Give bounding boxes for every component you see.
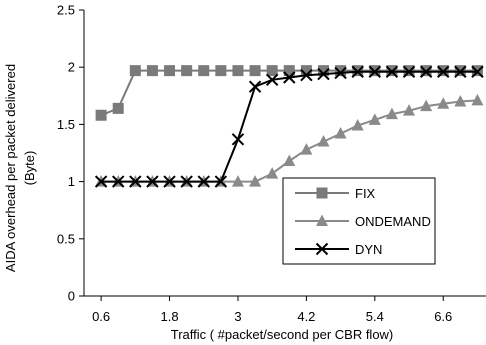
series-fix-point	[130, 65, 141, 76]
series-fix-point	[335, 65, 346, 76]
x-tick-label: 3	[234, 309, 241, 324]
legend: FIX ONDEMAND DYN	[283, 178, 435, 264]
x-tick-label: 4.2	[297, 309, 315, 324]
x-tick-label: 0.6	[92, 309, 110, 324]
legend-ondemand-label: ONDEMAND	[355, 214, 431, 229]
y-axis-label: AIDA overhead per packet delivered	[3, 64, 18, 272]
series-layer	[95, 65, 483, 187]
series-ondemand-point	[317, 135, 329, 147]
y-tick-label: 2	[68, 60, 75, 75]
x-axis-label: Traffic ( #packet/second per CBR flow)	[171, 327, 394, 342]
ticks: 0 0.5 1 1.5 2 2.5 0.6 1.8 3 4.2 5.4 6.6	[57, 3, 452, 325]
y-tick-label: 0	[68, 289, 75, 304]
series-fix-point	[147, 65, 158, 76]
series-fix-point	[267, 65, 278, 76]
series-fix-point	[198, 65, 209, 76]
series-fix-point	[164, 65, 175, 76]
y-tick-label: 0.5	[57, 231, 75, 246]
series-ondemand-line	[101, 100, 477, 181]
y-axis-unit-label: (Byte)	[22, 151, 37, 186]
legend-fix-marker	[317, 188, 328, 199]
series-ondemand-point	[283, 155, 295, 167]
series-ondemand	[95, 94, 483, 187]
series-fix-point	[96, 110, 107, 121]
series-ondemand-point	[300, 143, 312, 155]
legend-fix-label: FIX	[355, 186, 376, 201]
series-fix-point	[215, 65, 226, 76]
x-tick-label: 6.6	[434, 309, 452, 324]
x-tick-label: 1.8	[160, 309, 178, 324]
x-tick-label: 5.4	[366, 309, 384, 324]
series-fix-point	[113, 103, 124, 114]
series-dyn-point	[250, 81, 261, 92]
series-fix-point	[181, 65, 192, 76]
series-fix-point	[250, 65, 261, 76]
series-dyn-point	[232, 134, 243, 145]
y-tick-label: 2.5	[57, 3, 75, 18]
legend-dyn-label: DYN	[355, 242, 382, 257]
series-ondemand-point	[335, 127, 347, 139]
series-fix-point	[232, 65, 243, 76]
y-tick-label: 1	[68, 174, 75, 189]
series-ondemand-point	[266, 167, 278, 179]
y-tick-label: 1.5	[57, 117, 75, 132]
series-ondemand-point	[471, 94, 483, 106]
series-dyn	[96, 66, 483, 187]
